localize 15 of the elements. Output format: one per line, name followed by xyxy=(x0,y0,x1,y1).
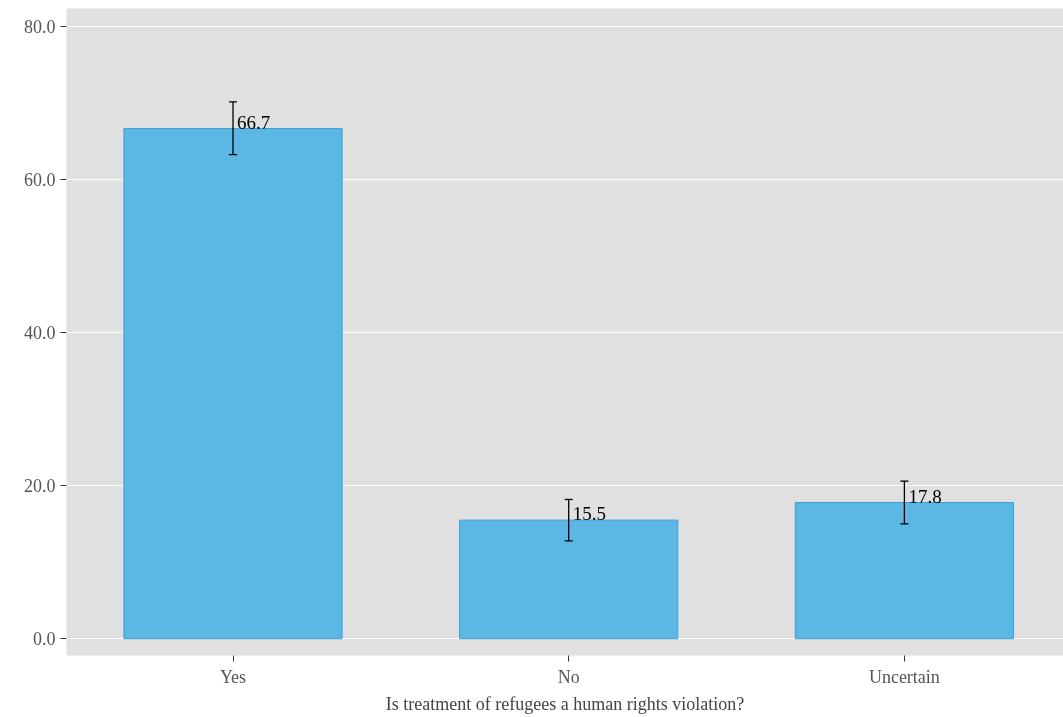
x-axis-title: Is treatment of refugees a human rights violation? xyxy=(385,693,745,714)
y-tick-label: 80.0 xyxy=(24,17,56,38)
y-tick-label: 40.0 xyxy=(24,323,56,344)
data-label: 17.8 xyxy=(908,485,942,507)
y-tick-label: 60.0 xyxy=(24,170,56,191)
x-tick-label: Yes xyxy=(219,666,247,687)
bar xyxy=(459,519,679,640)
x-tick-label: No xyxy=(557,666,580,687)
bar xyxy=(123,128,343,640)
y-tick-label: 0.0 xyxy=(33,629,56,650)
bar xyxy=(794,502,1014,640)
data-label: 15.5 xyxy=(572,503,606,525)
data-label: 66.7 xyxy=(237,111,271,133)
x-tick-label: Uncertain xyxy=(868,666,940,687)
y-tick-label: 20.0 xyxy=(24,476,56,497)
